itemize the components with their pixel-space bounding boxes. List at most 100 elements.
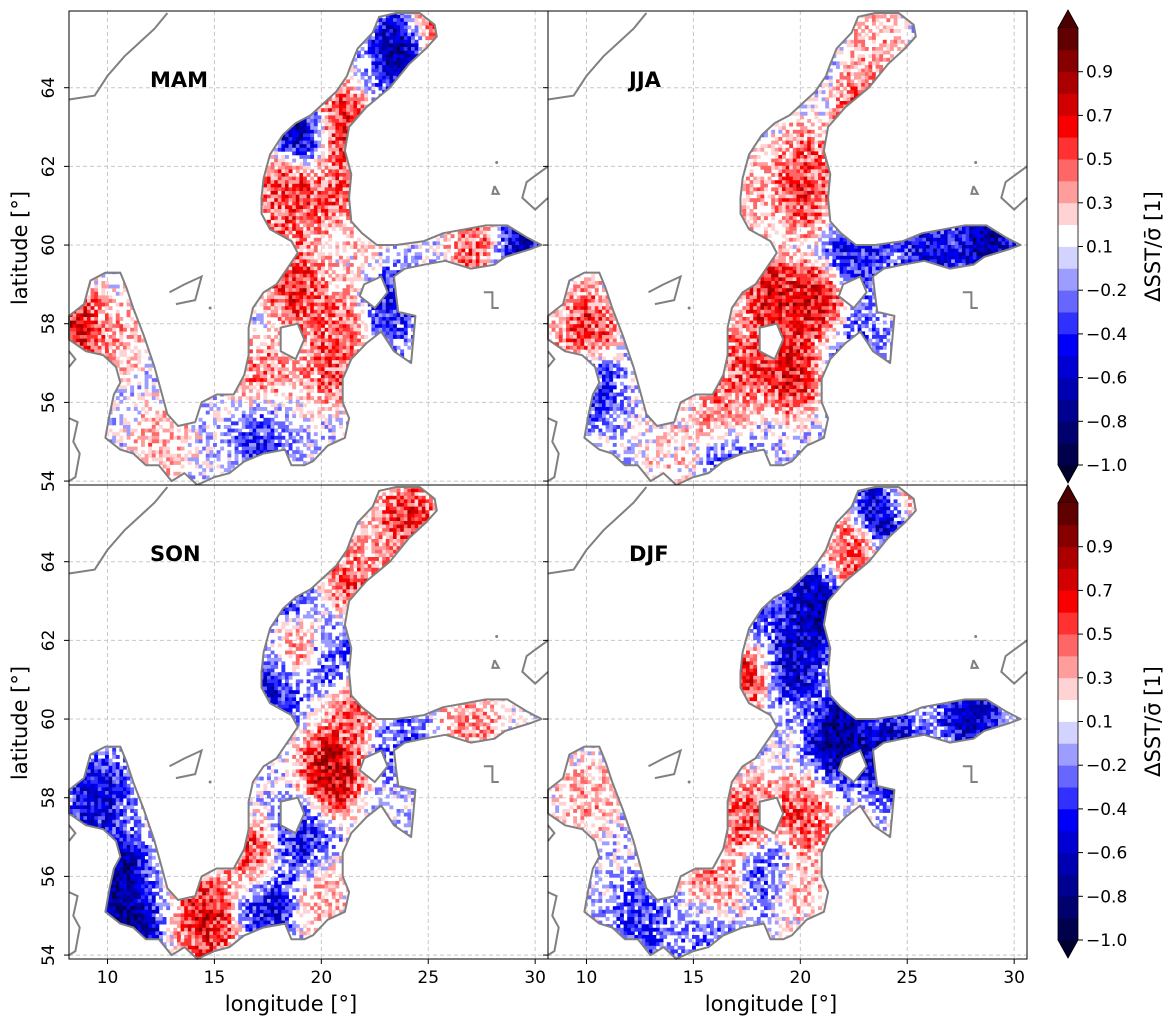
season-label: DJF — [629, 542, 669, 566]
colorbar-tick-label: −1.0 — [1086, 931, 1127, 951]
colorbar: −1.0 −0.8 −0.6 −0.4 −0.2 0.1 0.3 0.5 0.7 0.9 ΔSST/… — [1057, 484, 1165, 959]
colorbar-tick-label: −0.6 — [1086, 844, 1127, 864]
colorbar-segment — [1058, 830, 1078, 853]
y-axis-label-top: latitude [°] — [8, 191, 32, 305]
x-tick-label: 25 — [417, 968, 439, 988]
colorbar-segment — [1058, 634, 1078, 657]
colorbar-segment — [1058, 421, 1078, 444]
colorbar-segment — [1058, 290, 1078, 313]
x-tick-label: 30 — [1003, 968, 1025, 988]
coastline — [483, 291, 499, 309]
colorbar-tick-label: −0.2 — [1086, 281, 1127, 301]
coastline — [68, 824, 77, 842]
coastline — [547, 824, 556, 842]
colorbar-segment — [1058, 787, 1078, 810]
x-tick-label: 20 — [790, 968, 812, 988]
coastline — [547, 12, 648, 101]
colorbar-tick-label: 0.1 — [1086, 238, 1113, 258]
x-tick-label: 30 — [524, 968, 546, 988]
map-panel-mam: MAM 54 56 58 60 62 64 — [39, 10, 549, 492]
coastline — [648, 748, 683, 780]
island-outline — [358, 749, 389, 784]
colorbar-segment — [1058, 874, 1078, 897]
colorbar-tick-label: −0.4 — [1086, 800, 1127, 820]
colorbar-tick-label: −0.6 — [1086, 369, 1127, 389]
island-dot — [208, 306, 212, 310]
colorbar-segment — [1058, 896, 1078, 919]
colorbar-tick-label: −0.4 — [1086, 325, 1127, 345]
y-tick-label: 54 — [39, 470, 59, 492]
colorbar-tick-label: 0.3 — [1086, 194, 1113, 214]
y-tick-label: 60 — [39, 234, 59, 256]
colorbar-tick-label: −1.0 — [1086, 456, 1127, 476]
colorbar-segment — [1058, 612, 1078, 635]
coastline — [970, 185, 980, 195]
island-outline — [837, 749, 868, 784]
colorbar-segment — [1058, 765, 1078, 788]
colorbar-segment — [1058, 808, 1078, 832]
colorbar-segment — [1058, 590, 1078, 613]
colorbar-segment — [1058, 918, 1078, 941]
colorbar-label: ΔSST/σ̄ [1] — [1141, 666, 1165, 777]
colorbar-segment — [1058, 93, 1078, 116]
y-tick-label: 58 — [39, 313, 59, 335]
coastline — [547, 417, 560, 482]
coastline — [169, 274, 204, 306]
colorbar-extend-min — [1057, 939, 1079, 959]
y-tick-label: 62 — [39, 156, 59, 178]
colorbar-tick-label: 0.1 — [1086, 713, 1113, 733]
colorbar-segment — [1058, 159, 1078, 182]
colorbar-tick-label: 0.5 — [1086, 150, 1113, 170]
colorbar-segment — [1058, 677, 1078, 701]
coastline — [547, 486, 648, 575]
colorbar-tick-label: −0.8 — [1086, 887, 1127, 907]
colorbar-segment — [1058, 246, 1078, 269]
coastline — [491, 659, 501, 669]
colorbar-segment — [1058, 180, 1078, 204]
map-panel-djf: DJF 10 15 20 25 30 — [543, 484, 1028, 988]
colorbar-segment — [1058, 268, 1078, 291]
colorbar-segment — [1058, 202, 1078, 226]
y-tick-label: 64 — [39, 551, 59, 573]
x-tick-label: 25 — [896, 968, 918, 988]
y-tick-label: 62 — [39, 630, 59, 652]
map-panels: MAM 54 56 58 60 62 64 JJA SON 10 15 20 25 30 54 56 58 60 6… — [39, 10, 1028, 988]
colorbar-segment — [1058, 743, 1078, 766]
y-tick-label: 60 — [39, 708, 59, 730]
colorbar-tick-label: 0.7 — [1086, 106, 1113, 126]
y-tick-label: 58 — [39, 787, 59, 809]
colorbar-tick-label: 0.7 — [1086, 581, 1113, 601]
island-dot — [974, 160, 978, 164]
coastline — [1000, 639, 1028, 685]
colorbar-extend-max — [1057, 9, 1079, 29]
island-dot — [495, 160, 499, 164]
colorbar-segment — [1058, 224, 1078, 247]
y-tick-label: 64 — [39, 77, 59, 99]
colorbar-segment — [1058, 503, 1078, 526]
island-outline — [279, 796, 306, 835]
y-tick-label: 54 — [39, 944, 59, 966]
coastline — [547, 891, 560, 956]
colorbar-segment — [1058, 312, 1078, 335]
island-dot — [208, 780, 212, 784]
y-tick-label: 56 — [39, 392, 59, 414]
island-outline — [358, 275, 389, 310]
colorbar-segment — [1058, 699, 1078, 722]
coastline — [970, 659, 980, 669]
coastline — [68, 350, 77, 368]
panel-frame — [547, 484, 1028, 960]
colorbar-segment — [1058, 443, 1078, 466]
colorbar-extend-max — [1057, 484, 1079, 504]
colorbar-segment — [1058, 28, 1078, 51]
season-label: SON — [150, 542, 201, 566]
coastline — [68, 417, 81, 482]
coastline — [962, 291, 978, 309]
colorbar-segment — [1058, 355, 1078, 378]
x-tick-label: 15 — [204, 968, 226, 988]
colorbar-segment — [1058, 49, 1078, 73]
coastline — [68, 486, 169, 575]
x-tick-label: 10 — [97, 968, 119, 988]
coastline — [521, 639, 549, 685]
island-dot — [495, 634, 499, 638]
